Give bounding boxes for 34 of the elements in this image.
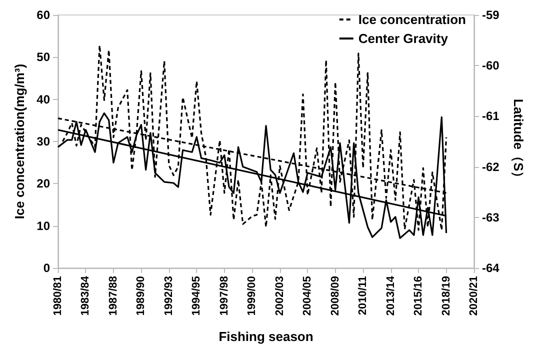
x-tick-label: 1980/81	[52, 276, 64, 316]
x-tick-label: 1987/88	[107, 276, 120, 316]
y2-tick-label: -61	[482, 109, 500, 124]
y2-tick-label: -63	[482, 210, 500, 224]
x-tick-label: 2020/21	[468, 276, 480, 316]
x-tick-label: 2004/05	[302, 276, 314, 316]
y2-tick-label: -64	[482, 261, 500, 275]
y2-axis-title: Latitude（S）	[511, 98, 526, 184]
legend-label: Center Gravity	[358, 31, 449, 46]
x-tick-label: 1994/95	[190, 276, 203, 316]
y-tick-label: 50	[36, 50, 50, 64]
y-tick-label: 10	[36, 218, 50, 233]
x-tick-label: 1999/00	[246, 276, 258, 316]
x-tick-label: 2015/16	[412, 276, 425, 316]
x-tick-label: 1997/98	[218, 276, 230, 316]
x-tick-label: 1983/84	[80, 275, 92, 316]
legend-label: Ice concentration	[358, 12, 466, 27]
y-tick-label: 40	[36, 92, 50, 106]
x-tick-label: 2008/09	[329, 276, 342, 316]
y-tick-label: 30	[36, 134, 50, 148]
y2-tick-label: -60	[482, 58, 500, 73]
x-tick-label: 2018/19	[440, 276, 452, 316]
y2-tick-label: -62	[482, 160, 500, 174]
x-tick-label: 1992/93	[162, 276, 175, 316]
x-tick-label: 2002/03	[274, 276, 286, 316]
x-axis-title: Fishing season	[218, 329, 314, 344]
y-tick-label: 60	[36, 8, 50, 22]
x-tick-label: 2013/14	[384, 275, 397, 316]
y2-tick-label: -59	[482, 8, 500, 22]
y-tick-label: 20	[36, 176, 50, 191]
x-tick-label: 2010/11	[357, 276, 370, 316]
x-tick-label: 1989/90	[135, 276, 148, 316]
y-tick-label: 0	[43, 261, 50, 275]
y-axis-title: Ice concentration(mg/m³)	[12, 64, 27, 220]
